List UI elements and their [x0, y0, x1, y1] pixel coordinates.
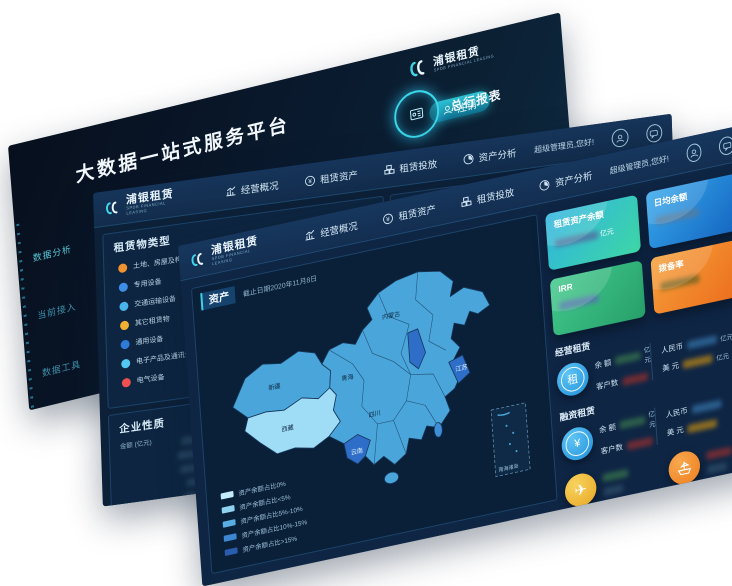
province-label: 四川 [368, 410, 381, 420]
user-account-icon[interactable] [611, 127, 629, 149]
boxes-icon [384, 164, 395, 175]
yuan-circle-icon: ¥ [304, 175, 315, 186]
brand-mark-icon [410, 60, 425, 77]
front-header: 浦银租赁 SPDB FINANCIAL LEASING 经营概况 ¥ 租赁资产 … [178, 124, 732, 282]
nav-item-lease-assets[interactable]: ¥ 租赁资产 [382, 201, 436, 226]
head-office-report-entry[interactable]: 总行报表 [392, 70, 503, 143]
top-nav: 经营概况 ¥ 租赁资产 租赁投放 资产分析 [304, 168, 593, 244]
segment-icons-row: ✈ [563, 436, 732, 510]
china-map[interactable]: 新疆 西藏 青海 内蒙古 四川 云南 江苏 南海诸岛 [206, 244, 546, 553]
legend-swatch [222, 519, 236, 528]
kpi-cards: 租赁资产余额 亿元 日均余额 IRR 拨备率 [545, 173, 732, 337]
card-irr[interactable]: IRR [549, 260, 646, 337]
card-daily-average-balance[interactable]: 日均余额 [645, 173, 732, 250]
nav-item-overview[interactable]: 经营概况 [225, 178, 279, 199]
province-label: 云南 [351, 446, 364, 457]
user-icon [443, 105, 452, 115]
nav-item-lease-placement[interactable]: 租赁投放 [461, 184, 515, 209]
legend-dot [119, 319, 130, 331]
panel-title: 企业性质 [119, 417, 166, 436]
brand-mark-icon [191, 252, 204, 266]
legend-dot [119, 300, 129, 311]
message-icon[interactable] [718, 134, 732, 157]
operating-lease-icon: 租 [555, 359, 590, 399]
user-greeting: 超级管理员,您好! [609, 153, 670, 176]
y-axis-title: 金额 (亿元) [119, 439, 152, 451]
back-sidebar: 数据分析 当前接入 数据工具 ⚙ 业务系统 [32, 239, 100, 411]
brand-mark-icon [106, 201, 118, 214]
province-label: 西藏 [281, 423, 294, 434]
sidebar-item-data-tools[interactable]: 数据工具 [41, 358, 82, 379]
legend-swatch [221, 504, 235, 514]
nav-item-lease-placement[interactable]: 租赁投放 [383, 156, 437, 177]
sidebar-item-current-access[interactable]: 当前接入 [37, 301, 77, 321]
ship-icon[interactable] [667, 448, 702, 488]
province-label: 青海 [341, 372, 354, 383]
front-dashboard-screen: 浦银租赁 SPDB FINANCIAL LEASING 经营概况 ¥ 租赁资产 … [178, 124, 732, 586]
card-lease-asset-balance[interactable]: 租赁资产余额 亿元 [545, 194, 641, 271]
legend-dot [118, 262, 128, 273]
brand-logo: 浦银租赁 SPDB FINANCIAL LEASING [406, 41, 494, 80]
legend-swatch [223, 533, 237, 542]
head-office-report-label: 总行报表 [450, 86, 502, 114]
legend-dot [121, 377, 131, 388]
legend-dot [120, 338, 130, 350]
card-provision-ratio[interactable]: 拨备率 [649, 238, 732, 315]
front-right-panel: 租赁资产余额 亿元 日均余额 IRR 拨备率 经营租赁 租 [545, 173, 732, 510]
nav-item-overview[interactable]: 经营概况 [304, 218, 358, 243]
nav-item-lease-assets[interactable]: ¥ 租赁资产 [304, 167, 358, 188]
svg-text:¥: ¥ [308, 178, 312, 186]
sidebar-item-data-analysis[interactable]: 数据分析 [32, 243, 73, 264]
nav-item-asset-analysis[interactable]: 资产分析 [463, 145, 517, 166]
aircraft-icon[interactable]: ✈ [563, 470, 598, 510]
bar-chart-icon [226, 186, 236, 197]
legend-swatch [220, 490, 234, 500]
boxes-icon [461, 196, 472, 208]
middle-header: 浦银租赁 SPDB FINANCIAL LEASING 经营概况 ¥ 租赁资产 … [93, 113, 673, 229]
south-sea-inset: 南海诸岛 [490, 402, 531, 478]
legend-dot [121, 358, 131, 369]
report-doc-icon [392, 85, 441, 143]
bar-chart-icon [305, 229, 315, 241]
province-label: 江苏 [455, 363, 468, 374]
svg-text:¥: ¥ [386, 215, 390, 223]
province-label: 新疆 [268, 382, 281, 393]
asset-map-panel: 资产 截止日期2020年11月8日 [190, 214, 558, 575]
brand-logo: 浦银租赁 SPDB FINANCIAL LEASING [188, 235, 260, 271]
province-label: 内蒙古 [382, 310, 401, 322]
brand-logo: 浦银租赁 SPDB FINANCIAL LEASING [103, 188, 180, 219]
logout-button[interactable]: 注销 [428, 89, 491, 125]
pie-circle-icon [539, 179, 550, 190]
panel-title: 租赁物类型 [113, 234, 171, 255]
legend-dot [118, 281, 128, 292]
pie-circle-icon [463, 153, 474, 164]
top-nav: 经营概况 ¥ 租赁资产 租赁投放 资产分析 [225, 145, 517, 199]
user-greeting: 超级管理员,您好! [534, 136, 595, 155]
nav-item-asset-analysis[interactable]: 资产分析 [539, 168, 593, 193]
yuan-circle-icon: ¥ [383, 213, 394, 224]
finance-lease-icon: ¥ [560, 423, 595, 463]
user-account-icon[interactable] [685, 142, 703, 164]
message-icon[interactable] [645, 123, 663, 144]
